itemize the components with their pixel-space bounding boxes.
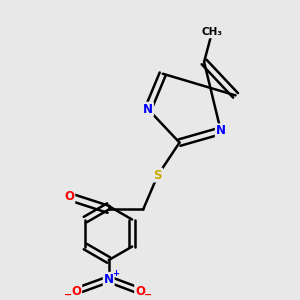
Text: N: N [216, 124, 226, 137]
Text: CH₃: CH₃ [202, 28, 223, 38]
Text: O: O [64, 190, 74, 203]
Text: −: − [64, 290, 72, 300]
Text: +: + [112, 269, 119, 278]
Text: N: N [104, 273, 114, 286]
Text: N: N [143, 103, 153, 116]
Text: O: O [135, 285, 145, 298]
Text: O: O [71, 285, 81, 298]
Text: S: S [154, 169, 162, 182]
Text: −: − [144, 290, 152, 300]
